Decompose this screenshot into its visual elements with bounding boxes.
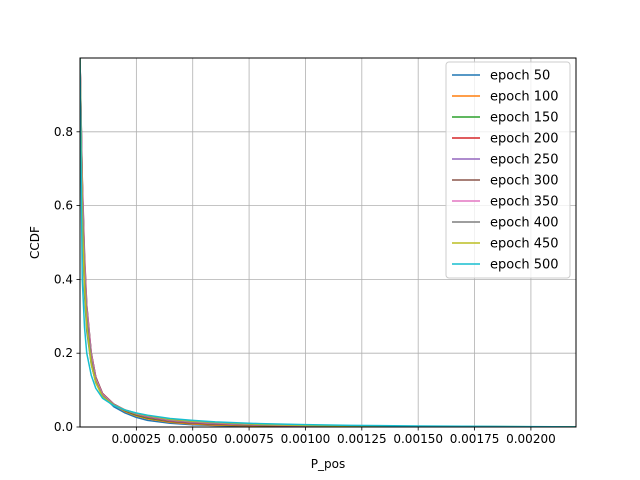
- legend-label: epoch 100: [490, 90, 559, 105]
- y-tick-label: 0.0: [54, 420, 73, 434]
- plot-frame: [79, 57, 577, 428]
- legend-label: epoch 350: [490, 195, 559, 210]
- x-tick-label: 0.00125: [337, 432, 387, 446]
- x-tick-label: 0.00100: [281, 432, 331, 446]
- x-axis-ticks: 0.00025 0.00050 0.00075 0.00100 0.00125 0.001…: [112, 427, 556, 446]
- legend: epoch 50 epoch 100 epoch 150 epoch 200 epoch…: [445, 61, 571, 279]
- y-tick-label: 0.2: [54, 346, 73, 360]
- x-tick-label: 0.00050: [168, 432, 218, 446]
- y-tick-label: 0.8: [54, 125, 73, 139]
- x-axis-label: P_pos: [311, 457, 345, 471]
- legend-label: epoch 400: [490, 216, 559, 231]
- y-tick-label: 0.4: [54, 272, 73, 286]
- x-tick-label: 0.00150: [393, 432, 443, 446]
- y-tick-label: 0.6: [54, 199, 73, 213]
- series-line-epoch-500: [80, 58, 576, 427]
- legend-label: epoch 450: [490, 237, 559, 252]
- legend-label: epoch 200: [490, 132, 559, 147]
- y-axis-ticks: 0.0 0.2 0.4 0.6 0.8: [54, 125, 80, 434]
- data-lines: [80, 58, 576, 427]
- legend-label: epoch 500: [490, 258, 559, 273]
- legend-box: [445, 61, 571, 279]
- y-axis-label: CCDF: [28, 226, 42, 259]
- legend-label: epoch 300: [490, 174, 559, 189]
- legend-label: epoch 250: [490, 153, 559, 168]
- x-tick-label: 0.00025: [112, 432, 162, 446]
- x-tick-label: 0.00200: [506, 432, 556, 446]
- legend-label: epoch 50: [490, 69, 550, 84]
- x-tick-label: 0.00075: [224, 432, 274, 446]
- legend-label: epoch 150: [490, 111, 559, 126]
- x-tick-label: 0.00175: [450, 432, 500, 446]
